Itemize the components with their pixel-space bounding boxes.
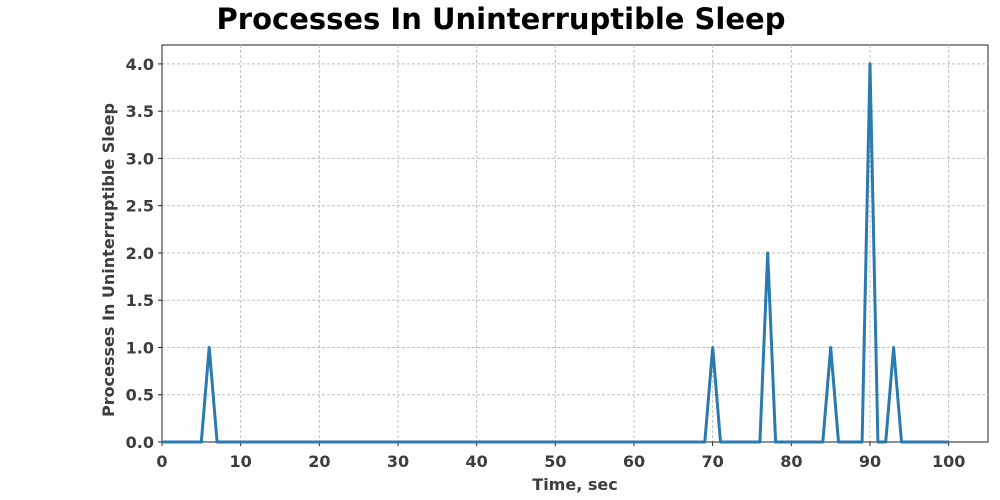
x-tick-label: 20 xyxy=(308,452,330,471)
x-tick-label: 40 xyxy=(466,452,488,471)
x-tick-label: 100 xyxy=(932,452,965,471)
x-tick-label: 90 xyxy=(859,452,881,471)
x-tick-label: 30 xyxy=(387,452,409,471)
y-tick-label: 0.0 xyxy=(126,433,154,452)
series-layer xyxy=(162,62,949,444)
y-tick-label: 2.5 xyxy=(126,197,154,216)
x-tick-label: 0 xyxy=(156,452,167,471)
y-axis-label: Processes In Uninterruptible Sleep xyxy=(99,103,118,417)
y-tick-label: 3.5 xyxy=(126,102,154,121)
x-tick-label: 50 xyxy=(544,452,566,471)
y-tick-label: 1.0 xyxy=(126,338,154,357)
x-tick-label: 60 xyxy=(623,452,645,471)
y-tick-label: 4.0 xyxy=(126,55,154,74)
x-tick-label: 10 xyxy=(230,452,252,471)
x-tick-label: 70 xyxy=(702,452,724,471)
y-tick-label: 1.5 xyxy=(126,291,154,310)
chart-title: Processes In Uninterruptible Sleep xyxy=(217,2,786,36)
series-line xyxy=(162,62,949,444)
y-tick-label: 2.0 xyxy=(126,244,154,263)
y-tick-label: 3.0 xyxy=(126,149,154,168)
y-tick-label: 0.5 xyxy=(126,386,154,405)
x-tick-label: 80 xyxy=(780,452,802,471)
x-axis-label: Time, sec xyxy=(532,475,617,494)
grid xyxy=(161,45,988,443)
